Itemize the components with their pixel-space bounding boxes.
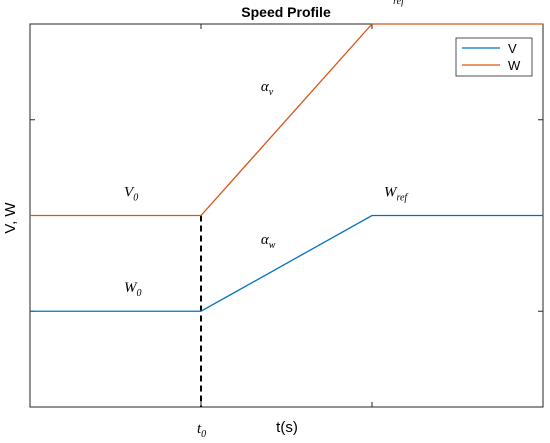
- series-line-w: [30, 23, 543, 217]
- legend-label-v: V: [508, 41, 517, 56]
- legend-label-w: W: [508, 58, 521, 73]
- y-axis-label: V, W: [2, 202, 19, 234]
- series-line-v: [30, 214, 543, 312]
- x-axis-label: t(s): [276, 419, 298, 436]
- annotation-vref: Vref: [384, 0, 405, 7]
- series-group: [30, 23, 543, 312]
- legend-box: [455, 37, 533, 77]
- x-tick-labels: t0: [197, 421, 206, 440]
- chart-title: Speed Profile: [241, 4, 331, 20]
- x-tick-label-0: t0: [197, 421, 206, 440]
- legend: VW: [455, 37, 533, 77]
